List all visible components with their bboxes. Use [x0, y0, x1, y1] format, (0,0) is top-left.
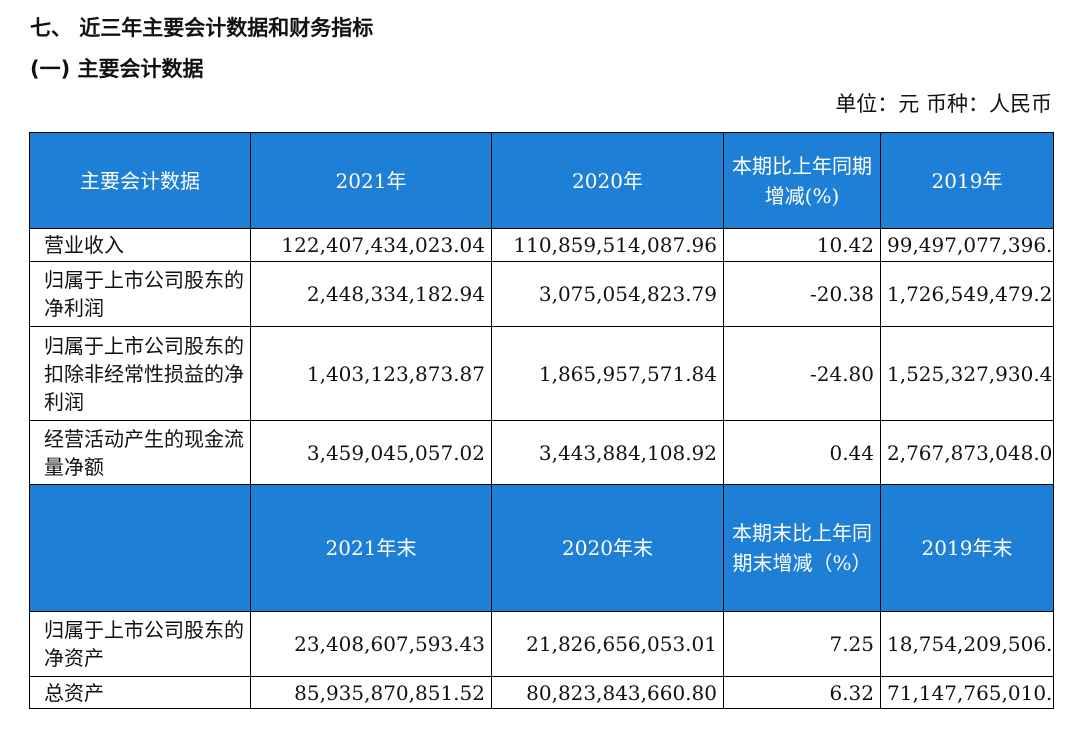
cell-change: -24.80 — [723, 326, 881, 421]
table-row: 总资产 85,935,870,851.52 80,823,843,660.80 … — [29, 676, 1054, 709]
row-label: 归属于上市公司股东的净资产 — [29, 611, 251, 677]
cell-2019: 18,754,209,506.62 — [880, 611, 1054, 677]
table-row: 归属于上市公司股东的扣除非经常性损益的净利润 1,403,123,873.87 … — [29, 326, 1054, 421]
table-header-row: 2021年末 2020年末 本期末比上年同期末增减（%） 2019年末 — [29, 484, 1054, 612]
header-2019: 2019年 — [880, 132, 1054, 229]
row-label: 总资产 — [29, 676, 251, 709]
accounting-data-table: 主要会计数据 2021年 2020年 本期比上年同期增减(%) 2019年 营业… — [29, 132, 1054, 709]
cell-2021: 122,407,434,023.04 — [250, 228, 492, 262]
header-2020-end: 2020年末 — [491, 484, 724, 612]
row-label: 归属于上市公司股东的净利润 — [29, 261, 251, 327]
section-title: 七、 近三年主要会计数据和财务指标 — [30, 16, 374, 40]
header-2020: 2020年 — [491, 132, 724, 229]
cell-change: 0.44 — [723, 420, 881, 485]
table-header-row: 主要会计数据 2021年 2020年 本期比上年同期增减(%) 2019年 — [29, 132, 1054, 229]
header-2019-end: 2019年末 — [880, 484, 1054, 612]
cell-2019: 71,147,765,010.29 — [880, 676, 1054, 709]
cell-change: 6.32 — [723, 676, 881, 709]
cell-change: -20.38 — [723, 261, 881, 327]
cell-2019: 99,497,077,396.63 — [880, 228, 1054, 262]
cell-2020: 110,859,514,087.96 — [491, 228, 724, 262]
cell-2021: 23,408,607,593.43 — [250, 611, 492, 677]
cell-2020: 3,443,884,108.92 — [491, 420, 724, 485]
cell-2020: 80,823,843,660.80 — [491, 676, 724, 709]
cell-2021: 2,448,334,182.94 — [250, 261, 492, 327]
cell-2019: 1,525,327,930.42 — [880, 326, 1054, 421]
header-yoy-end-change: 本期末比上年同期末增减（%） — [723, 484, 881, 612]
table-row: 营业收入 122,407,434,023.04 110,859,514,087.… — [29, 228, 1054, 262]
cell-2019: 2,767,873,048.00 — [880, 420, 1054, 485]
table-row: 归属于上市公司股东的净资产 23,408,607,593.43 21,826,6… — [29, 611, 1054, 677]
row-label: 经营活动产生的现金流量净额 — [29, 420, 251, 485]
header-main-data: 主要会计数据 — [29, 132, 251, 229]
cell-2021: 3,459,045,057.02 — [250, 420, 492, 485]
cell-change: 10.42 — [723, 228, 881, 262]
cell-2021: 85,935,870,851.52 — [250, 676, 492, 709]
header-2021-end: 2021年末 — [250, 484, 492, 612]
cell-2021: 1,403,123,873.87 — [250, 326, 492, 421]
header-blank — [29, 484, 251, 612]
cell-2020: 1,865,957,571.84 — [491, 326, 724, 421]
row-label: 归属于上市公司股东的扣除非经常性损益的净利润 — [29, 326, 251, 421]
header-2021: 2021年 — [250, 132, 492, 229]
header-yoy-change: 本期比上年同期增减(%) — [723, 132, 881, 229]
cell-change: 7.25 — [723, 611, 881, 677]
cell-2019: 1,726,549,479.22 — [880, 261, 1054, 327]
table-row: 经营活动产生的现金流量净额 3,459,045,057.02 3,443,884… — [29, 420, 1054, 485]
cell-2020: 3,075,054,823.79 — [491, 261, 724, 327]
subsection-title: (一) 主要会计数据 — [30, 57, 204, 81]
table-row: 归属于上市公司股东的净利润 2,448,334,182.94 3,075,054… — [29, 261, 1054, 327]
unit-currency-note: 单位：元 币种：人民币 — [835, 92, 1052, 116]
row-label: 营业收入 — [29, 228, 251, 262]
cell-2020: 21,826,656,053.01 — [491, 611, 724, 677]
